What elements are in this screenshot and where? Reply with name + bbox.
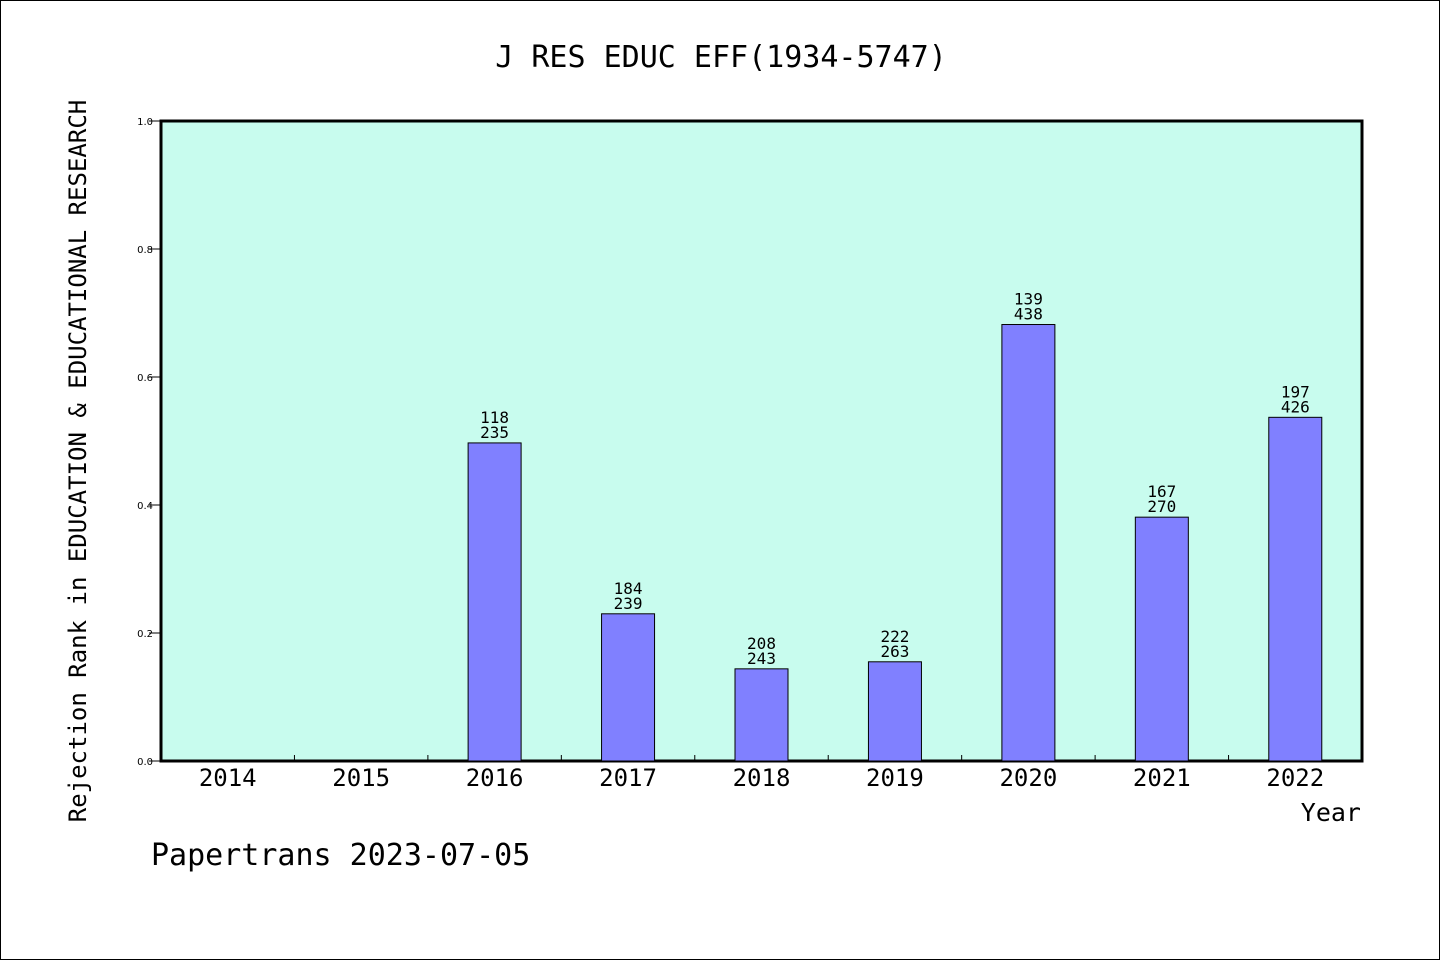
bar-label-top: 222 <box>880 627 909 646</box>
bar-label-bottom: 438 <box>1014 305 1043 324</box>
bar-label-top: 197 <box>1281 382 1310 401</box>
bar-label-bottom: 235 <box>480 423 509 442</box>
bar-label-bottom: 270 <box>1147 497 1176 516</box>
x-tick-label: 2016 <box>466 764 524 792</box>
y-axis-ticks: 0.0 0.2 0.4 0.6 0.8 1.0 <box>137 117 161 768</box>
x-tick-label: 2022 <box>1266 764 1324 792</box>
y-tick-label: 0.2 <box>137 629 153 640</box>
x-tick-label: 2019 <box>866 764 924 792</box>
x-axis-tick-labels: 2014 2015 2016 2017 2018 2019 2020 2021 2022 <box>199 764 1324 792</box>
bar-label-top: 184 <box>614 579 643 598</box>
x-tick-label: 2014 <box>199 764 257 792</box>
bar-label-bottom: 239 <box>614 594 643 613</box>
x-tick-label: 2017 <box>599 764 657 792</box>
x-axis-dividers <box>293 755 1230 761</box>
bar <box>1001 324 1056 762</box>
x-tick-label: 2015 <box>332 764 390 792</box>
y-tick-label: 0.6 <box>137 373 153 384</box>
chart-title: J RES EDUC EFF(1934-5747) <box>495 40 947 75</box>
bar-label-bottom: 426 <box>1281 397 1310 416</box>
bar <box>867 661 922 762</box>
bar <box>601 613 656 762</box>
y-tick-label: 0.0 <box>137 757 153 768</box>
bar <box>1134 516 1189 762</box>
bar-label-top: 118 <box>480 408 509 427</box>
bar <box>467 442 522 762</box>
bar-label-top: 167 <box>1147 482 1176 501</box>
footer-credit: Papertrans 2023-07-05 <box>151 838 530 873</box>
bar-label-bottom: 243 <box>747 649 776 668</box>
y-axis-label: Rejection Rank in EDUCATION & EDUCATIONA… <box>64 100 92 822</box>
y-tick-label: 0.8 <box>137 245 153 256</box>
bar-label-top: 139 <box>1014 290 1043 309</box>
bar-label-bottom: 263 <box>880 642 909 661</box>
bar-label-top: 208 <box>747 634 776 653</box>
bars <box>467 324 1323 762</box>
y-tick-label: 1.0 <box>137 117 153 128</box>
bar <box>734 668 789 762</box>
bar <box>1268 416 1323 762</box>
x-tick-label: 2020 <box>999 764 1057 792</box>
x-tick-label: 2018 <box>733 764 791 792</box>
x-tick-label: 2021 <box>1133 764 1191 792</box>
x-axis-label: Year <box>1301 798 1361 827</box>
y-tick-label: 0.4 <box>137 501 153 512</box>
